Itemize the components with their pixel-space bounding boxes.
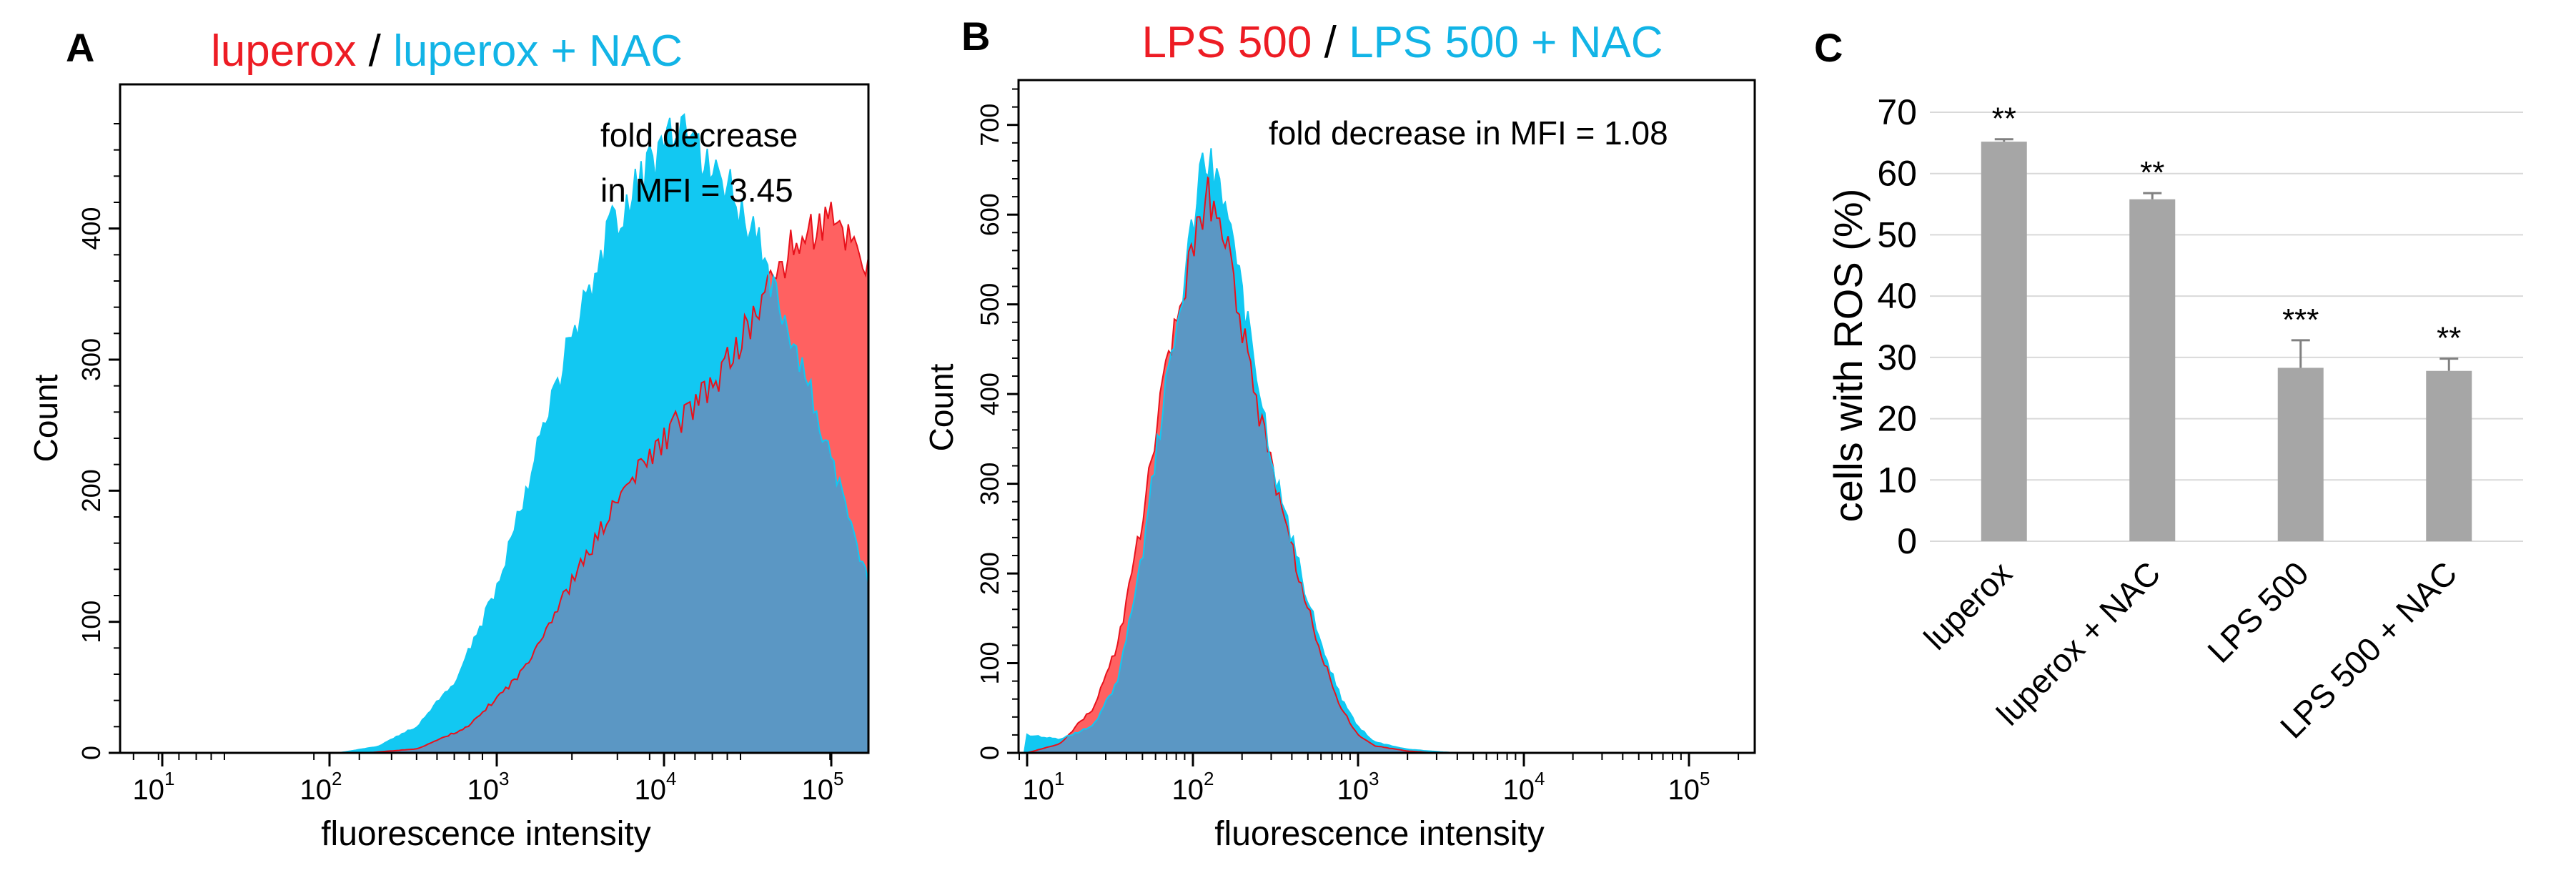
panel-b-xtick-1: 101 <box>1023 768 1065 806</box>
panel-a-xtick-exp-1: 1 <box>164 768 174 789</box>
panel-b-xtick-exp-1: 1 <box>1054 768 1064 789</box>
panel-b-ytick-0: 0 <box>975 746 1004 760</box>
panel-c-category-label-0: luperox <box>1916 554 2018 656</box>
panel-b-ytick-400: 400 <box>975 373 1004 415</box>
panel-b-histograms <box>1019 148 1755 754</box>
panel-c-ytick-40: 40 <box>1877 276 1917 316</box>
panel-a-x-ticks: 101 102 103 104 105 <box>133 753 844 806</box>
panel-b-x-minor-ticks <box>1018 753 1740 760</box>
panel-b-xtick-exp-4: 4 <box>1535 768 1545 789</box>
panel-b-plot: 0 100 200 300 400 500 600 700 101 102 10… <box>923 79 1756 853</box>
panel-a-xtick-exp-4: 4 <box>666 768 676 789</box>
panel-c-ytick-60: 60 <box>1877 154 1917 194</box>
panel-a-ylabel: Count <box>27 374 64 462</box>
panel-b-ytick-200: 200 <box>975 552 1004 595</box>
panel-a: A luperox / luperox + NAC 0 100 200 300 … <box>27 25 870 853</box>
panel-a-title: luperox / luperox + NAC <box>211 26 683 76</box>
panel-c-significance-2: *** <box>2282 302 2319 337</box>
panel-b-annotation: fold decrease in MFI = 1.08 <box>1269 114 1668 152</box>
panel-b-frame <box>1017 79 1756 754</box>
panel-a-annotation-line-2: in MFI = 3.45 <box>600 172 793 209</box>
panel-c-ytick-10: 10 <box>1877 460 1917 500</box>
panel-a-y-ticks: 0 100 200 300 400 <box>76 207 120 760</box>
panel-a-title-right: luperox + NAC <box>393 26 683 76</box>
panel-a-ytick-100: 100 <box>76 601 106 643</box>
panel-c-bar-3 <box>2426 370 2472 541</box>
panel-b-xtick-exp-2: 2 <box>1204 768 1214 789</box>
panel-b-ytick-300: 300 <box>975 463 1004 505</box>
panel-a-xtick-1: 101 <box>133 768 175 806</box>
panel-a-xtick-exp-2: 2 <box>332 768 342 789</box>
panel-a-xtick-3: 103 <box>467 768 510 806</box>
panel-a-x-minor-ticks <box>132 753 831 760</box>
panel-b-y-minor-ticks <box>1012 88 1019 736</box>
panel-b-xtick-5: 105 <box>1668 768 1710 806</box>
panel-c-bars <box>1981 142 2472 542</box>
panel-c-y-ticks: 0 10 20 30 40 50 60 70 <box>1877 92 1917 561</box>
panel-a-title-left: luperox <box>211 26 356 76</box>
panel-c-ylabel: cells with ROS (%) <box>1826 189 1871 523</box>
panel-b-ytick-700: 700 <box>975 104 1004 147</box>
panel-c-ytick-50: 50 <box>1877 214 1917 255</box>
panel-c-bar-2 <box>2277 368 2324 541</box>
panel-c-ytick-20: 20 <box>1877 399 1917 439</box>
panel-c-significance-1: ** <box>2140 155 2164 190</box>
panel-a-ytick-400: 400 <box>76 207 106 250</box>
panel-c-bar-1 <box>2129 199 2176 541</box>
panel-a-title-sep: / <box>356 26 393 76</box>
panel-b-xtick-exp-5: 5 <box>1700 768 1710 789</box>
panel-a-annotation-line-1: fold decrease <box>600 117 798 154</box>
panel-c-gridlines <box>1930 112 2523 542</box>
panel-b-xtick-exp-3: 3 <box>1369 768 1379 789</box>
panel-a-ytick-300: 300 <box>76 338 106 381</box>
panel-b-title: LPS 500 / LPS 500 + NAC <box>1142 18 1663 67</box>
panel-c-significance-marks: ********* <box>1992 102 2462 356</box>
panel-c-label: C <box>1814 25 1843 70</box>
panel-c-category-label-2: LPS 500 <box>2200 554 2316 670</box>
panel-a-ytick-0: 0 <box>76 746 106 760</box>
panel-c-ytick-70: 70 <box>1877 92 1917 132</box>
panel-a-label: A <box>66 25 94 70</box>
panel-b-label: B <box>961 14 990 59</box>
panel-a-plot: 0 100 200 300 400 101 102 103 104 105 fl… <box>27 83 870 853</box>
panel-b-xtick-4: 104 <box>1503 768 1545 806</box>
panel-b-ytick-500: 500 <box>975 283 1004 326</box>
panel-a-xtick-2: 102 <box>300 768 342 806</box>
panel-a-xtick-5: 105 <box>802 768 844 806</box>
panel-c-significance-0: ** <box>1992 102 2016 137</box>
panel-c-bar-0 <box>1981 142 2027 542</box>
panel-a-series-overlap-area <box>120 275 868 753</box>
panel-b-ytick-100: 100 <box>975 641 1004 684</box>
panel-b-xtick-2: 102 <box>1172 768 1214 806</box>
panel-a-xtick-4: 104 <box>635 768 677 806</box>
panel-b-y-ticks: 0 100 200 300 400 500 600 700 <box>975 104 1019 760</box>
panel-a-y-minor-ticks <box>114 123 120 728</box>
panel-c-ytick-30: 30 <box>1877 337 1917 378</box>
panel-a-xtick-exp-5: 5 <box>833 768 843 789</box>
panel-b-ylabel: Count <box>923 363 960 451</box>
panel-c-ytick-0: 0 <box>1897 521 1917 561</box>
panel-a-xlabel: fluorescence intensity <box>321 815 651 853</box>
panel-a-histograms <box>120 113 869 754</box>
panel-a-xtick-exp-3: 3 <box>499 768 509 789</box>
panel-b-ytick-600: 600 <box>975 193 1004 236</box>
panel-b-series-overlap-area <box>1019 176 1755 753</box>
panel-b-title-left: LPS 500 <box>1142 18 1312 67</box>
panel-b-xtick-3: 103 <box>1337 768 1379 806</box>
panel-b-xlabel: fluorescence intensity <box>1214 815 1545 853</box>
panel-a-frame <box>119 83 870 754</box>
panel-b-x-ticks: 101 102 103 104 105 <box>1023 753 1710 806</box>
panel-b-title-sep: / <box>1312 18 1349 67</box>
panel-a-ytick-200: 200 <box>76 469 106 512</box>
panel-c-significance-3: ** <box>2437 321 2461 356</box>
panel-c-error-bars <box>1994 138 2459 371</box>
panel-b-title-right: LPS 500 + NAC <box>1349 18 1663 67</box>
panel-b: B LPS 500 / LPS 500 + NAC 0 100 200 30 <box>923 14 1756 853</box>
